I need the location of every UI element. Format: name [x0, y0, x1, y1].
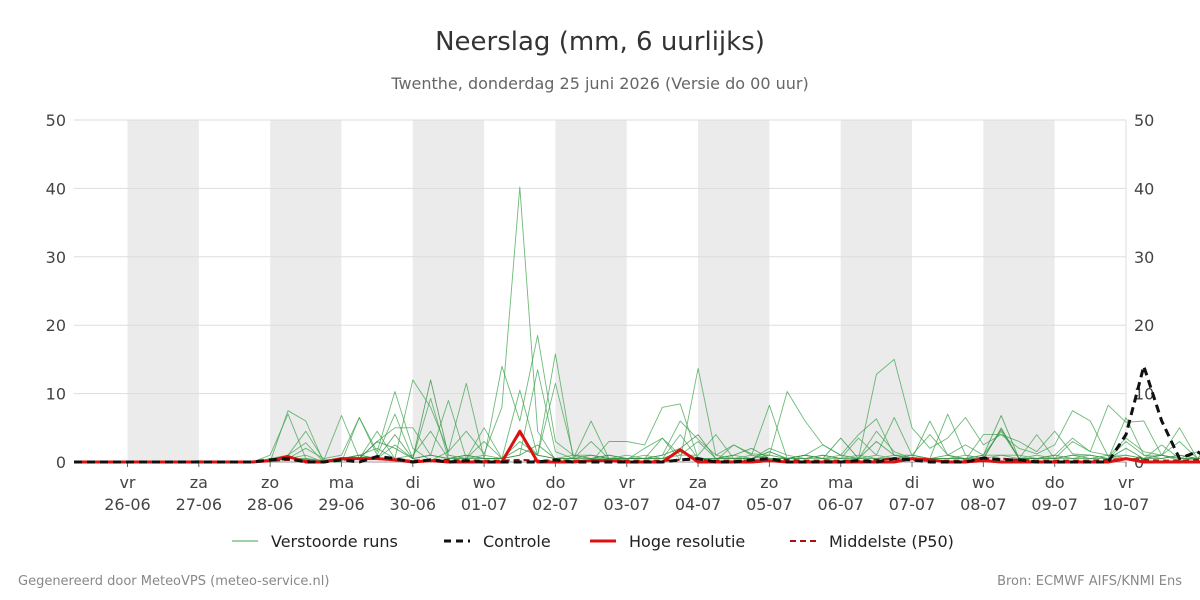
x-tick-date: 04-07: [675, 495, 722, 514]
x-tick-date: 29-06: [318, 495, 365, 514]
x-tick-day: do: [1045, 473, 1065, 492]
x-tick-date: 02-07: [532, 495, 579, 514]
footer-credit: Gegenereerd door MeteoVPS (meteo-service…: [18, 574, 329, 589]
x-tick-date: 06-07: [817, 495, 864, 514]
legend-control-label: Controle: [483, 532, 551, 551]
x-tick-date: 30-06: [390, 495, 437, 514]
x-tick-date: 08-07: [960, 495, 1007, 514]
shaded-day: [270, 120, 342, 462]
series-lines: [74, 186, 1200, 464]
shaded-day: [555, 120, 627, 462]
chart-subtitle: Twenthe, donderdag 25 juni 2026 (Versie …: [390, 74, 808, 93]
shaded-day: [127, 120, 199, 462]
y-tick-label-left: 0: [56, 453, 66, 472]
x-axis-ticks: vr 26-06 za 27-06 zo 28-06 ma 29-06 di 30-06 wo 01-…: [74, 461, 1150, 514]
legend-perturbed-label: Verstoorde runs: [271, 532, 398, 551]
chart-title: Neerslag (mm, 6 uurlijks): [435, 27, 765, 57]
legend-median-label: Middelste (P50): [829, 532, 954, 551]
x-tick-date: 27-06: [176, 495, 223, 514]
x-tick-day: vr: [119, 473, 135, 492]
x-tick-date: 03-07: [603, 495, 650, 514]
x-tick-day: wo: [972, 473, 995, 492]
weekend-shading: [127, 120, 1055, 462]
x-tick-day: do: [545, 473, 565, 492]
x-tick-day: ma: [828, 473, 853, 492]
footer-source: Bron: ECMWF AIFS/KNMI Ens: [997, 574, 1182, 589]
legend-high-res-label: Hoge resolutie: [629, 532, 745, 551]
x-tick-date: 09-07: [1031, 495, 1078, 514]
x-tick-day: ma: [329, 473, 354, 492]
y-tick-label-left: 20: [46, 316, 66, 335]
legend: Verstoorde runs Controle Hoge resolutie …: [232, 532, 954, 551]
y-tick-label-right: 30: [1134, 248, 1154, 267]
x-tick-day: zo: [261, 473, 279, 492]
x-tick-day: vr: [619, 473, 635, 492]
x-tick-day: di: [905, 473, 920, 492]
shaded-day: [698, 120, 770, 462]
shaded-day: [983, 120, 1055, 462]
x-tick-date: 07-07: [889, 495, 936, 514]
x-tick-date: 01-07: [461, 495, 508, 514]
x-tick-day: zo: [760, 473, 778, 492]
y-tick-label-right: 40: [1134, 179, 1154, 198]
x-tick-date: 05-07: [746, 495, 793, 514]
x-tick-date: 10-07: [1103, 495, 1150, 514]
y-tick-label-left: 10: [46, 385, 66, 404]
y-tick-label-left: 50: [46, 111, 66, 130]
x-tick-date: 28-06: [247, 495, 294, 514]
x-tick-day: za: [689, 473, 707, 492]
x-tick-date: 26-06: [104, 495, 151, 514]
x-tick-day: wo: [473, 473, 496, 492]
y-tick-label-right: 20: [1134, 316, 1154, 335]
x-tick-day: di: [405, 473, 420, 492]
x-tick-day: za: [190, 473, 208, 492]
x-tick-day: vr: [1118, 473, 1134, 492]
y-tick-label-left: 40: [46, 179, 66, 198]
control-line: [74, 364, 1200, 464]
y-tick-label-right: 50: [1134, 111, 1154, 130]
y-tick-label-left: 30: [46, 248, 66, 267]
shaded-day: [840, 120, 913, 462]
